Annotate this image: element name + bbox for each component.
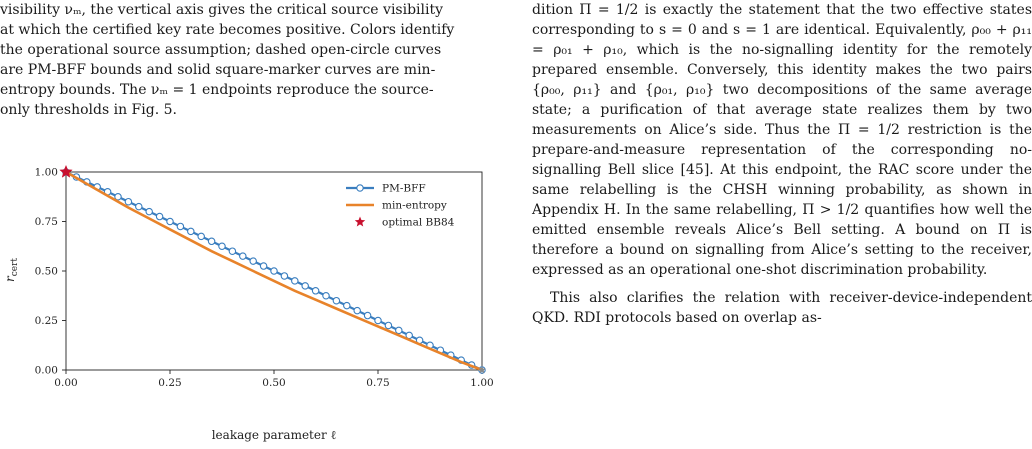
svg-text:rcert: rcert <box>3 258 20 282</box>
x-tick-label: 1.00 <box>470 377 493 389</box>
data-point <box>270 267 278 275</box>
paragraph: This also clarifies the relation with re… <box>532 290 1032 326</box>
data-point <box>259 262 268 270</box>
plot-area: 0.00 0.25 0.50 0.75 1.00 0.00 0.25 0.50 0.75 1.00 <box>35 164 494 389</box>
legend-label: PM-BFF <box>382 183 426 195</box>
data-point <box>301 282 309 290</box>
data-point <box>176 222 185 231</box>
x-tick-label: 0.50 <box>262 377 285 389</box>
data-point <box>280 272 289 280</box>
data-point <box>218 242 226 251</box>
data-point-star <box>59 164 73 178</box>
caption-line: are PM-BFF bounds and solid square-marke… <box>0 62 436 78</box>
legend-label: min-entropy <box>382 200 447 212</box>
data-point <box>395 326 403 335</box>
caption-line: entropy bounds. The νₘ = 1 endpoints rep… <box>0 82 434 98</box>
legend-swatch-marker <box>356 184 364 192</box>
caption-line: visibility νₘ, the vertical axis gives t… <box>0 2 444 18</box>
legend-label: optimal BB84 <box>382 217 455 229</box>
data-point <box>197 232 205 241</box>
y-tick-label: 0.00 <box>35 365 58 377</box>
data-point <box>332 296 341 305</box>
y-tick-label: 0.25 <box>35 315 58 327</box>
leakage-plot: 0.00 0.25 0.50 0.75 1.00 0.00 0.25 0.50 0.75 1.00… <box>3 164 494 442</box>
y-tick-label: 0.75 <box>35 216 58 228</box>
data-point <box>166 217 174 226</box>
y-tick-label: 1.00 <box>35 167 58 179</box>
paragraph: dition Π = 1/2 is exactly the statement … <box>532 2 1032 278</box>
legend-swatch-star <box>354 216 366 227</box>
legend: PM-BFF min-entropy optimal BB84 <box>346 183 455 229</box>
data-point <box>322 292 330 300</box>
data-point <box>374 316 382 325</box>
data-point <box>353 306 361 315</box>
y-axis-label: rcert <box>3 258 20 282</box>
data-point <box>187 227 195 236</box>
data-point <box>145 207 153 216</box>
data-point <box>114 192 122 201</box>
data-point <box>249 257 257 265</box>
data-point <box>124 197 133 206</box>
x-tick-label: 0.75 <box>366 377 389 389</box>
body-text: dition Π = 1/2 is exactly the statement … <box>532 0 1032 328</box>
series-line-min-entropy <box>65 170 483 372</box>
endpoint-marker <box>478 366 486 374</box>
x-tick-label: 0.25 <box>158 377 181 389</box>
x-tick-label: 0.00 <box>54 377 77 389</box>
data-point <box>363 311 372 320</box>
data-point <box>228 247 237 255</box>
data-point <box>155 212 164 221</box>
caption-line: at which the certified key rate becomes … <box>0 22 455 38</box>
x-axis-label: leakage parameter ℓ <box>212 428 337 442</box>
data-point <box>384 321 393 330</box>
caption-line: the operational source assumption; dashe… <box>0 42 442 58</box>
data-point <box>311 287 320 295</box>
data-point <box>135 202 143 211</box>
data-point <box>207 237 216 246</box>
y-tick-label: 0.50 <box>35 266 58 278</box>
data-point <box>343 301 351 310</box>
caption-line: only thresholds in Fig. 5. <box>0 102 177 118</box>
data-point <box>291 277 299 285</box>
data-point <box>239 252 247 260</box>
figure-caption: visibility νₘ, the vertical axis gives t… <box>0 0 496 120</box>
